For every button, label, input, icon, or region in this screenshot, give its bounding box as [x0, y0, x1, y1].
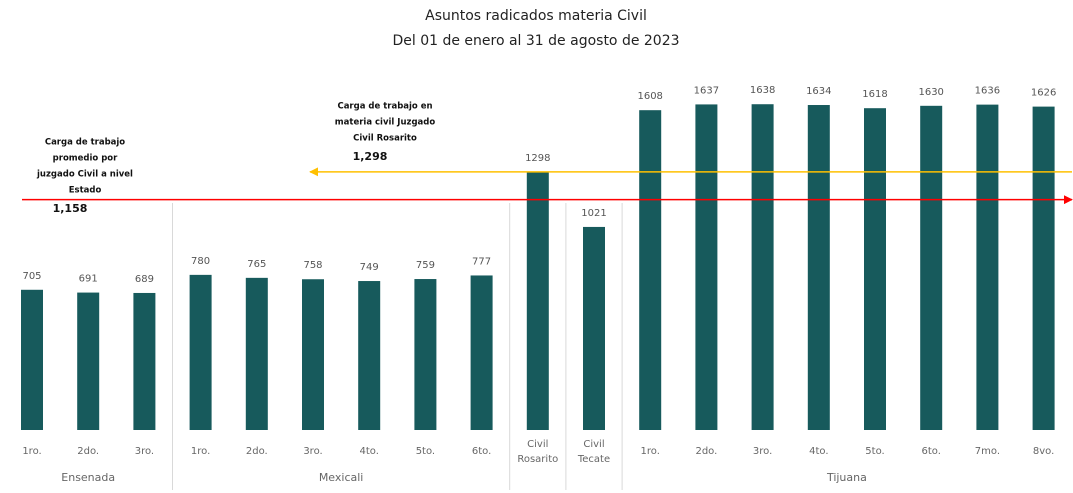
value-label: 1608 — [637, 91, 662, 102]
bar — [189, 274, 212, 430]
annotation: Carga de trabajo — [45, 138, 125, 148]
x-tick-label: 6to. — [472, 446, 491, 457]
value-label: 759 — [416, 260, 435, 271]
x-tick-label: 5to. — [416, 446, 435, 457]
annotation-value: 1,298 — [353, 150, 388, 163]
x-tick-label: 3ro. — [135, 446, 154, 457]
value-label: 691 — [79, 274, 98, 285]
x-tick-label: 3ro. — [303, 446, 322, 457]
annotation: materia civil Juzgado — [335, 118, 436, 128]
value-label: 780 — [191, 256, 210, 267]
value-label: 1636 — [975, 86, 1000, 97]
x-tick-label: 4to. — [359, 446, 378, 457]
x-tick-label: 5to. — [865, 446, 884, 457]
group-label: Ensenada — [61, 471, 115, 484]
chart-subtitle: Del 01 de enero al 31 de agosto de 2023 — [392, 33, 679, 49]
x-tick-label: 1ro. — [22, 446, 41, 457]
bar — [526, 171, 549, 430]
value-label: 1298 — [525, 153, 550, 164]
annotation: promedio por — [53, 154, 118, 164]
value-label: 1626 — [1031, 88, 1056, 99]
chart-title: Asuntos radicados materia Civil — [425, 8, 647, 24]
value-label: 777 — [472, 256, 491, 267]
value-label: 749 — [360, 262, 379, 273]
bar — [864, 108, 886, 430]
x-tick-label: Civil Tecate — [577, 439, 610, 465]
bar — [1032, 106, 1055, 431]
bar — [695, 104, 718, 431]
value-label: 1618 — [862, 89, 887, 100]
bar — [133, 292, 156, 430]
annotation: juzgado Civil a nivel — [36, 170, 133, 180]
bar — [77, 292, 100, 430]
x-tick-label: Civil Rosarito — [517, 439, 558, 465]
x-tick-label: 1ro. — [191, 446, 210, 457]
group-label: Tijuana — [826, 471, 867, 484]
bar — [358, 281, 381, 430]
x-tick-label: 1ro. — [641, 446, 660, 457]
group-label: Mexicali — [319, 471, 364, 484]
annotation: Civil Rosarito — [353, 134, 417, 144]
x-tick-label: 4to. — [809, 446, 828, 457]
value-label: 758 — [303, 260, 322, 271]
x-tick-label: 3ro. — [753, 446, 772, 457]
annotation-value: 1,158 — [53, 202, 88, 215]
bar — [414, 279, 437, 430]
x-tick-label: 2do. — [246, 446, 268, 457]
value-label: 689 — [135, 274, 154, 285]
x-tick-label: 6to. — [921, 446, 940, 457]
value-label: 1634 — [806, 86, 831, 97]
value-label: 1637 — [694, 85, 719, 96]
annotation: Carga de trabajo en — [337, 102, 432, 112]
bar — [976, 104, 999, 431]
value-label: 1021 — [581, 208, 606, 219]
value-label: 705 — [22, 271, 41, 282]
bar — [245, 277, 268, 430]
x-tick-label: 7mo. — [975, 446, 1000, 457]
value-label: 765 — [247, 259, 266, 270]
bar — [639, 110, 662, 430]
bar — [807, 105, 830, 430]
x-tick-label: 2do. — [695, 446, 717, 457]
bar — [470, 275, 493, 430]
x-tick-label: 2do. — [77, 446, 99, 457]
x-tick-label: 8vo. — [1033, 446, 1054, 457]
value-label: 1638 — [750, 85, 775, 96]
bar — [751, 104, 774, 430]
bar — [21, 289, 43, 430]
annotation: Estado — [69, 186, 102, 196]
bar — [302, 279, 324, 430]
bar — [920, 105, 943, 431]
value-label: 1630 — [918, 87, 943, 98]
bar — [583, 226, 605, 430]
